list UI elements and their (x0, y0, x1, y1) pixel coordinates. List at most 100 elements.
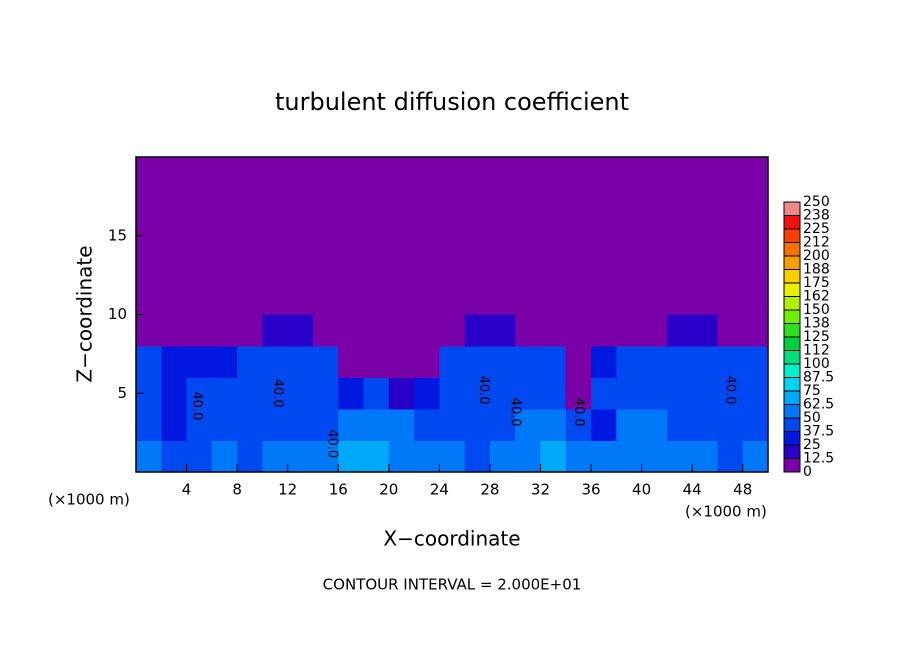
x-tick-label: 48 (733, 481, 752, 499)
field-cell (136, 346, 162, 378)
field-cell (237, 377, 263, 410)
field-cell (161, 440, 188, 473)
field-cell (262, 377, 289, 410)
x-tick-label: 28 (480, 481, 499, 499)
field-cell (565, 409, 592, 441)
field-cell (692, 346, 718, 378)
field-cell (439, 377, 466, 410)
contour-note: CONTOUR INTERVAL = 2.000E+01 (323, 576, 582, 594)
x-tick-label: 40 (632, 481, 651, 499)
field-cell (211, 409, 238, 441)
field-cell (439, 409, 466, 441)
colorbar-swatch (784, 418, 800, 432)
field-cell (692, 377, 718, 410)
field-cell (489, 346, 516, 378)
field-cell (186, 377, 213, 410)
field-cell (262, 314, 289, 347)
field-cell (540, 409, 567, 441)
colorbar-label: 37.5 (803, 424, 834, 440)
field-cell (464, 314, 491, 347)
field-cell (338, 346, 365, 378)
field-cell (591, 314, 617, 347)
field-cell (666, 440, 693, 473)
field-cell (742, 346, 769, 378)
x-tick-label: 24 (430, 481, 449, 499)
field-cell (262, 409, 289, 441)
field-cell (616, 377, 643, 410)
colorbar-label: 138 (803, 316, 830, 332)
contour-label: 40.0 (476, 376, 491, 405)
field-cell (591, 346, 617, 378)
colorbar-label: 175 (803, 275, 830, 291)
field-cell (717, 314, 744, 347)
field-cell (237, 409, 263, 441)
field-cell (363, 346, 390, 378)
field-cell (312, 409, 339, 441)
colorbar-swatch (784, 377, 800, 391)
field-cell (540, 377, 567, 410)
field-cell (591, 409, 617, 441)
field-cell (717, 377, 744, 410)
field-cell (363, 314, 390, 347)
field-cell (666, 346, 693, 378)
x-tick-label: 36 (581, 481, 600, 499)
colorbar-label: 162 (803, 289, 830, 305)
field-cell (136, 440, 162, 473)
field-cell (464, 440, 491, 473)
contour-label: 40.0 (189, 391, 204, 420)
field-cell (515, 409, 541, 441)
colorbar-label: 87.5 (803, 370, 834, 386)
field-cell (312, 440, 339, 473)
field-cell (464, 409, 491, 441)
field-cell (136, 409, 162, 441)
field-cell (161, 377, 188, 410)
colorbar-swatch (784, 431, 800, 445)
y-tick-label: 5 (117, 384, 127, 402)
field-cell (186, 314, 213, 347)
colorbar-swatch (784, 391, 800, 405)
colorbar-swatch (784, 256, 800, 270)
field-cell (515, 346, 541, 378)
field-cell (186, 440, 213, 473)
field-cell (692, 314, 718, 347)
colorbar-swatch (784, 404, 800, 418)
field-cell (692, 440, 718, 473)
x-tick-label: 20 (379, 481, 398, 499)
field-cell (692, 409, 718, 441)
field-cell (515, 440, 541, 473)
x-tick-label: 32 (531, 481, 550, 499)
field-cell (489, 440, 516, 473)
colorbar-label: 12.5 (803, 451, 834, 467)
colorbar-label: 0 (803, 464, 812, 480)
x-unit: (×1000 m) (685, 503, 767, 521)
field-cell (312, 346, 339, 378)
y-unit: (×1000 m) (48, 491, 130, 509)
field-cell (515, 314, 541, 347)
field-cell (717, 440, 744, 473)
field-cell (464, 377, 491, 410)
colorbar-swatch (784, 445, 800, 459)
colorbar-swatch (784, 458, 800, 472)
colorbar-label: 50 (803, 410, 821, 426)
field-cell (388, 314, 415, 347)
field-cell (211, 440, 238, 473)
colorbar-swatch (784, 364, 800, 378)
field-cell (211, 314, 238, 347)
colorbar-label: 150 (803, 302, 830, 318)
colorbar-swatch (784, 310, 800, 324)
field-cell (161, 346, 188, 378)
field-cell (388, 377, 415, 410)
colorbar-swatch (784, 296, 800, 310)
field-cell (717, 409, 744, 441)
field-cell (338, 377, 365, 410)
colorbar-label: 100 (803, 356, 830, 372)
field-cell (287, 346, 314, 378)
field-cell (616, 314, 643, 347)
field-cell (439, 346, 466, 378)
colorbar-swatch (784, 202, 800, 216)
field-cell (287, 409, 314, 441)
field-cell (666, 314, 693, 347)
field-cell (464, 346, 491, 378)
